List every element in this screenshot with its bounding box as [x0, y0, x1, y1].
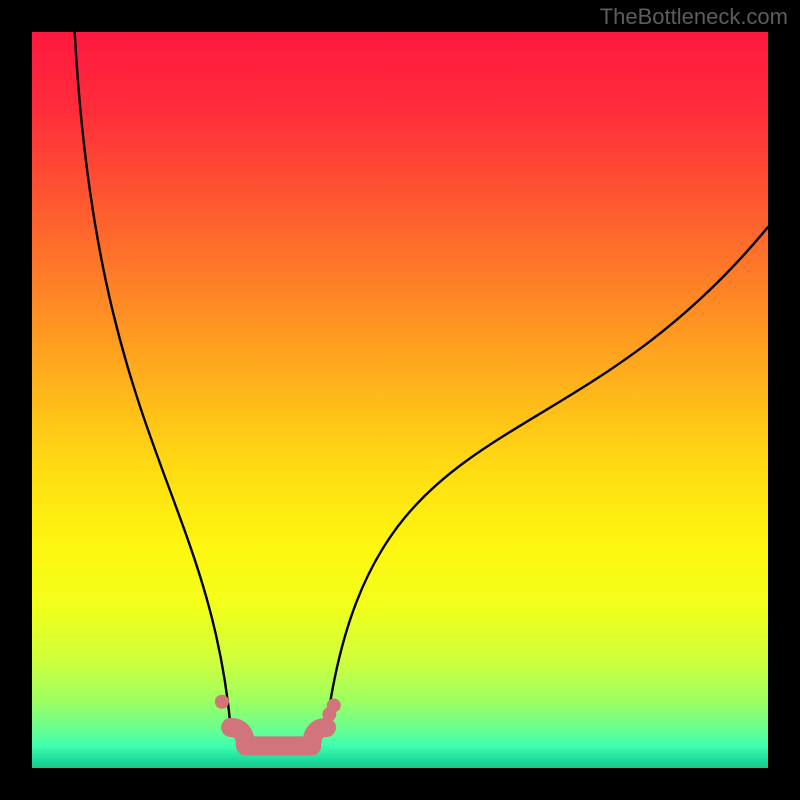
plot-area	[32, 32, 768, 768]
marker-left-shoulder	[221, 718, 240, 737]
marker-extra-dot	[327, 698, 341, 712]
watermark-text: TheBottleneck.com	[600, 4, 788, 30]
chart-svg	[32, 32, 768, 768]
chart-frame: TheBottleneck.com	[0, 0, 800, 800]
marker-right-shoulder	[317, 718, 336, 737]
marker-left-dot	[215, 695, 229, 709]
